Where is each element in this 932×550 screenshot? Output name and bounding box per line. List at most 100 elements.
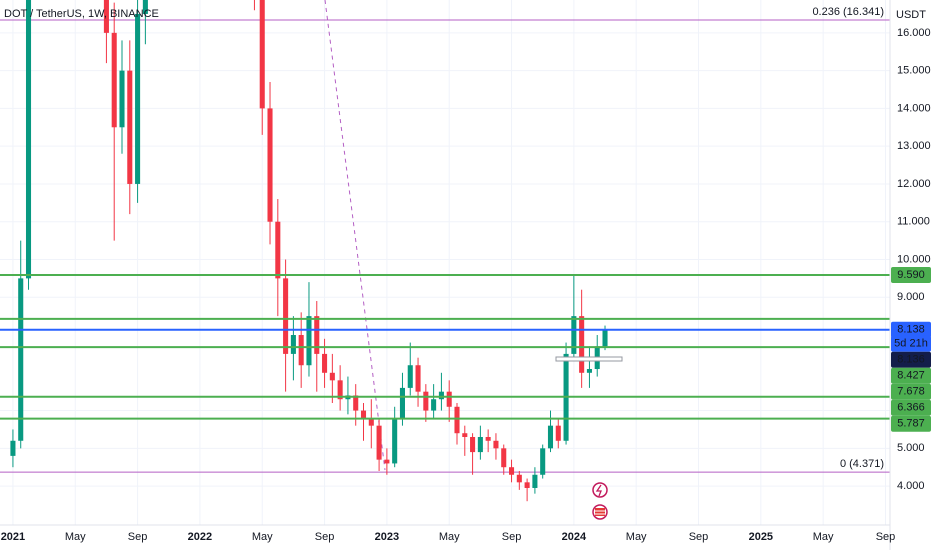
x-tick-label: Sep (315, 531, 335, 543)
countdown-box (891, 335, 931, 352)
x-tick-label: Sep (502, 531, 522, 543)
candle-body (477, 436, 483, 453)
x-tick-label: 2025 (749, 531, 773, 543)
x-tick-label: May (813, 531, 834, 543)
candle-body (446, 391, 452, 407)
candle-body (283, 278, 289, 354)
x-tick-label: 2024 (562, 531, 587, 543)
candle-body (368, 418, 374, 426)
event-icon[interactable] (592, 482, 608, 498)
candle-body (532, 474, 538, 488)
level-box (891, 399, 931, 416)
candle-body (142, 0, 148, 14)
level-label: 6.366 (897, 402, 925, 414)
level-box (891, 367, 931, 384)
candle-body (431, 399, 437, 411)
flag-glyph (595, 508, 605, 516)
candle-body (275, 221, 281, 279)
grid (0, 0, 890, 525)
y-tick-label: 5.000 (897, 442, 925, 454)
y-tick-label: 13.000 (897, 140, 931, 152)
level-label: 7.678 (897, 386, 925, 398)
y-tick-label: 10.000 (897, 253, 931, 265)
candle-body (415, 365, 421, 392)
candle-body (384, 459, 390, 464)
y-tick-label: 16.000 (897, 27, 931, 39)
level-box (891, 415, 931, 432)
y-tick-label: 9.000 (897, 291, 925, 303)
candle-body (376, 425, 382, 460)
candle-body (485, 436, 491, 441)
candle-body (103, 0, 109, 33)
candle-body (399, 387, 405, 419)
level-label: 9.590 (897, 269, 925, 281)
last-price-label: 8.136 (897, 354, 925, 366)
fib-label: 0 (4.371) (840, 458, 884, 470)
last-price-box (891, 351, 931, 368)
candle-body (337, 380, 343, 400)
fib-label: 0.236 (16.341) (812, 6, 884, 18)
currency-label: USDT (896, 9, 926, 21)
candle-body (298, 335, 304, 366)
candle-body (119, 70, 125, 128)
plot-area (0, 0, 890, 502)
candle-body (516, 474, 522, 483)
y-tick-label: 12.000 (897, 178, 931, 190)
level-box (891, 383, 931, 400)
y-tick-label: 4.000 (897, 480, 925, 492)
candle-body (579, 316, 585, 373)
candle-body (438, 391, 444, 400)
candle-body (423, 391, 429, 411)
candle-body (127, 70, 133, 184)
level-box (891, 266, 931, 283)
position-box (555, 356, 623, 362)
candle-body (353, 395, 359, 411)
candle-body (18, 278, 24, 441)
x-tick-label: 2021 (1, 531, 25, 543)
candle-body (10, 440, 16, 456)
candle-body (555, 425, 561, 441)
candle-body (508, 467, 515, 475)
level-label: 5.787 (897, 418, 925, 430)
candle-body (493, 440, 499, 449)
candle-body (501, 448, 507, 468)
candle-body (540, 448, 546, 475)
countdown-label: 5d 21h (894, 338, 928, 350)
candle-body (602, 329, 608, 347)
x-tick-label: 2022 (188, 531, 212, 543)
x-tick-label: Sep (128, 531, 148, 543)
candle-body (111, 32, 117, 128)
x-tick-label: May (439, 531, 460, 543)
y-tick-label: 15.000 (897, 65, 931, 77)
candle-body (547, 425, 554, 449)
candle-body (392, 418, 398, 464)
candle-body (306, 316, 312, 366)
candle-body (135, 13, 141, 184)
y-tick-label: 11.000 (897, 216, 930, 228)
x-tick-label: May (626, 531, 647, 543)
x-tick-label: May (252, 531, 273, 543)
chart-title: DOT / TetherUS, 1W, BINANCE (4, 8, 159, 20)
candle-body (360, 410, 367, 419)
y-tick-label: 14.000 (897, 102, 931, 114)
trend-line (324, 0, 386, 471)
candle-body (524, 482, 530, 488)
candle-body (454, 406, 460, 434)
x-tick-label: 2023 (375, 531, 399, 543)
candle-body (470, 436, 476, 453)
level-label: 8.427 (897, 370, 925, 382)
current-price-label: 8.138 (897, 324, 925, 336)
current-price-box (891, 321, 931, 338)
x-tick-label: Sep (689, 531, 709, 543)
candle-body (329, 372, 335, 381)
x-tick-label: May (65, 531, 86, 543)
event-icons (592, 482, 608, 520)
candle-body (314, 316, 320, 354)
candle-body (462, 433, 468, 437)
candle-body (586, 369, 592, 373)
x-tick-label: Sep (876, 531, 896, 543)
event-icon-glyph (595, 484, 602, 497)
candle-body (322, 353, 328, 373)
candle-body (571, 316, 577, 354)
axes: 16.000 15.000 14.000 13.000 12.000 11.000 10.0… (1, 6, 931, 543)
